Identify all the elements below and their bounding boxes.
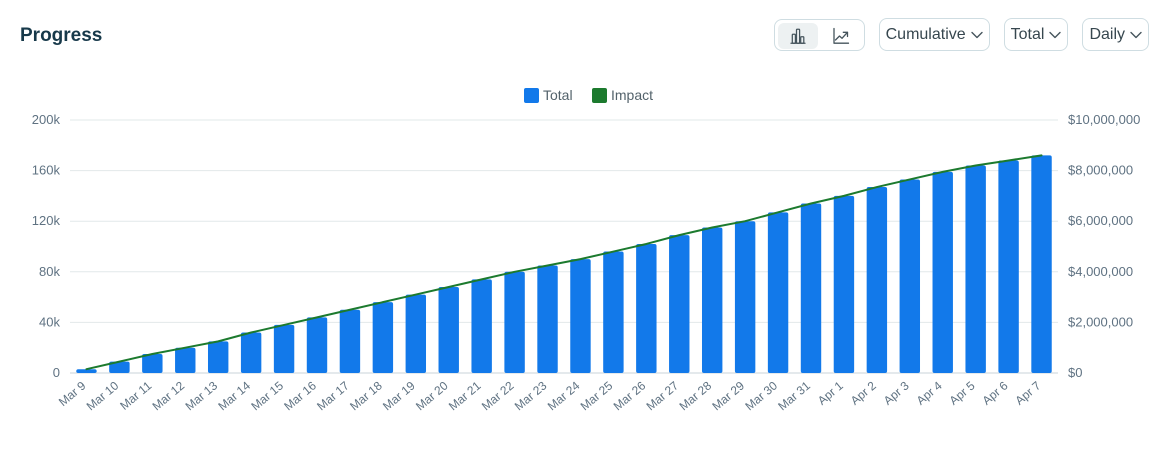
svg-text:Mar 13: Mar 13 bbox=[183, 378, 221, 413]
svg-text:$8,000,000: $8,000,000 bbox=[1068, 163, 1133, 178]
svg-text:Mar 14: Mar 14 bbox=[215, 378, 253, 413]
svg-text:0: 0 bbox=[53, 365, 60, 380]
svg-text:Mar 24: Mar 24 bbox=[545, 378, 583, 413]
svg-text:Apr 6: Apr 6 bbox=[980, 378, 1011, 407]
svg-text:Apr 1: Apr 1 bbox=[815, 378, 846, 407]
svg-text:Mar 28: Mar 28 bbox=[677, 378, 715, 413]
svg-text:Mar 16: Mar 16 bbox=[281, 378, 319, 413]
svg-text:Apr 3: Apr 3 bbox=[881, 378, 912, 407]
svg-text:Mar 11: Mar 11 bbox=[117, 378, 154, 412]
svg-text:80k: 80k bbox=[39, 264, 60, 279]
svg-text:160k: 160k bbox=[32, 163, 61, 178]
svg-text:Apr 4: Apr 4 bbox=[914, 378, 945, 407]
svg-text:Apr 2: Apr 2 bbox=[848, 378, 879, 407]
svg-text:Mar 21: Mar 21 bbox=[446, 378, 484, 413]
svg-text:120k: 120k bbox=[32, 213, 61, 228]
svg-text:Mar 19: Mar 19 bbox=[380, 378, 418, 413]
svg-text:$4,000,000: $4,000,000 bbox=[1068, 264, 1133, 279]
svg-text:Mar 29: Mar 29 bbox=[709, 378, 747, 413]
svg-text:Mar 18: Mar 18 bbox=[347, 378, 385, 413]
svg-text:$2,000,000: $2,000,000 bbox=[1068, 314, 1133, 329]
svg-text:Total: Total bbox=[543, 87, 573, 103]
svg-text:Mar 31: Mar 31 bbox=[775, 378, 813, 413]
svg-text:Mar 9: Mar 9 bbox=[56, 378, 89, 409]
svg-text:Impact: Impact bbox=[611, 87, 653, 103]
svg-text:Mar 22: Mar 22 bbox=[479, 378, 517, 413]
svg-text:Apr 5: Apr 5 bbox=[947, 378, 978, 407]
svg-text:Apr 7: Apr 7 bbox=[1012, 378, 1043, 407]
svg-text:Mar 25: Mar 25 bbox=[578, 378, 616, 413]
svg-text:200k: 200k bbox=[32, 112, 61, 127]
svg-text:$10,000,000: $10,000,000 bbox=[1068, 112, 1140, 127]
svg-text:$0: $0 bbox=[1068, 365, 1082, 380]
svg-text:Mar 23: Mar 23 bbox=[512, 378, 550, 413]
svg-text:Mar 20: Mar 20 bbox=[413, 378, 451, 413]
svg-text:Mar 17: Mar 17 bbox=[314, 378, 352, 413]
svg-text:Mar 27: Mar 27 bbox=[644, 378, 682, 413]
svg-text:Mar 15: Mar 15 bbox=[248, 378, 286, 413]
svg-text:Mar 10: Mar 10 bbox=[84, 378, 122, 413]
svg-text:Mar 26: Mar 26 bbox=[611, 378, 649, 413]
svg-text:40k: 40k bbox=[39, 314, 60, 329]
svg-text:$6,000,000: $6,000,000 bbox=[1068, 213, 1133, 228]
svg-text:Mar 30: Mar 30 bbox=[742, 378, 780, 413]
svg-text:Mar 12: Mar 12 bbox=[150, 378, 188, 413]
